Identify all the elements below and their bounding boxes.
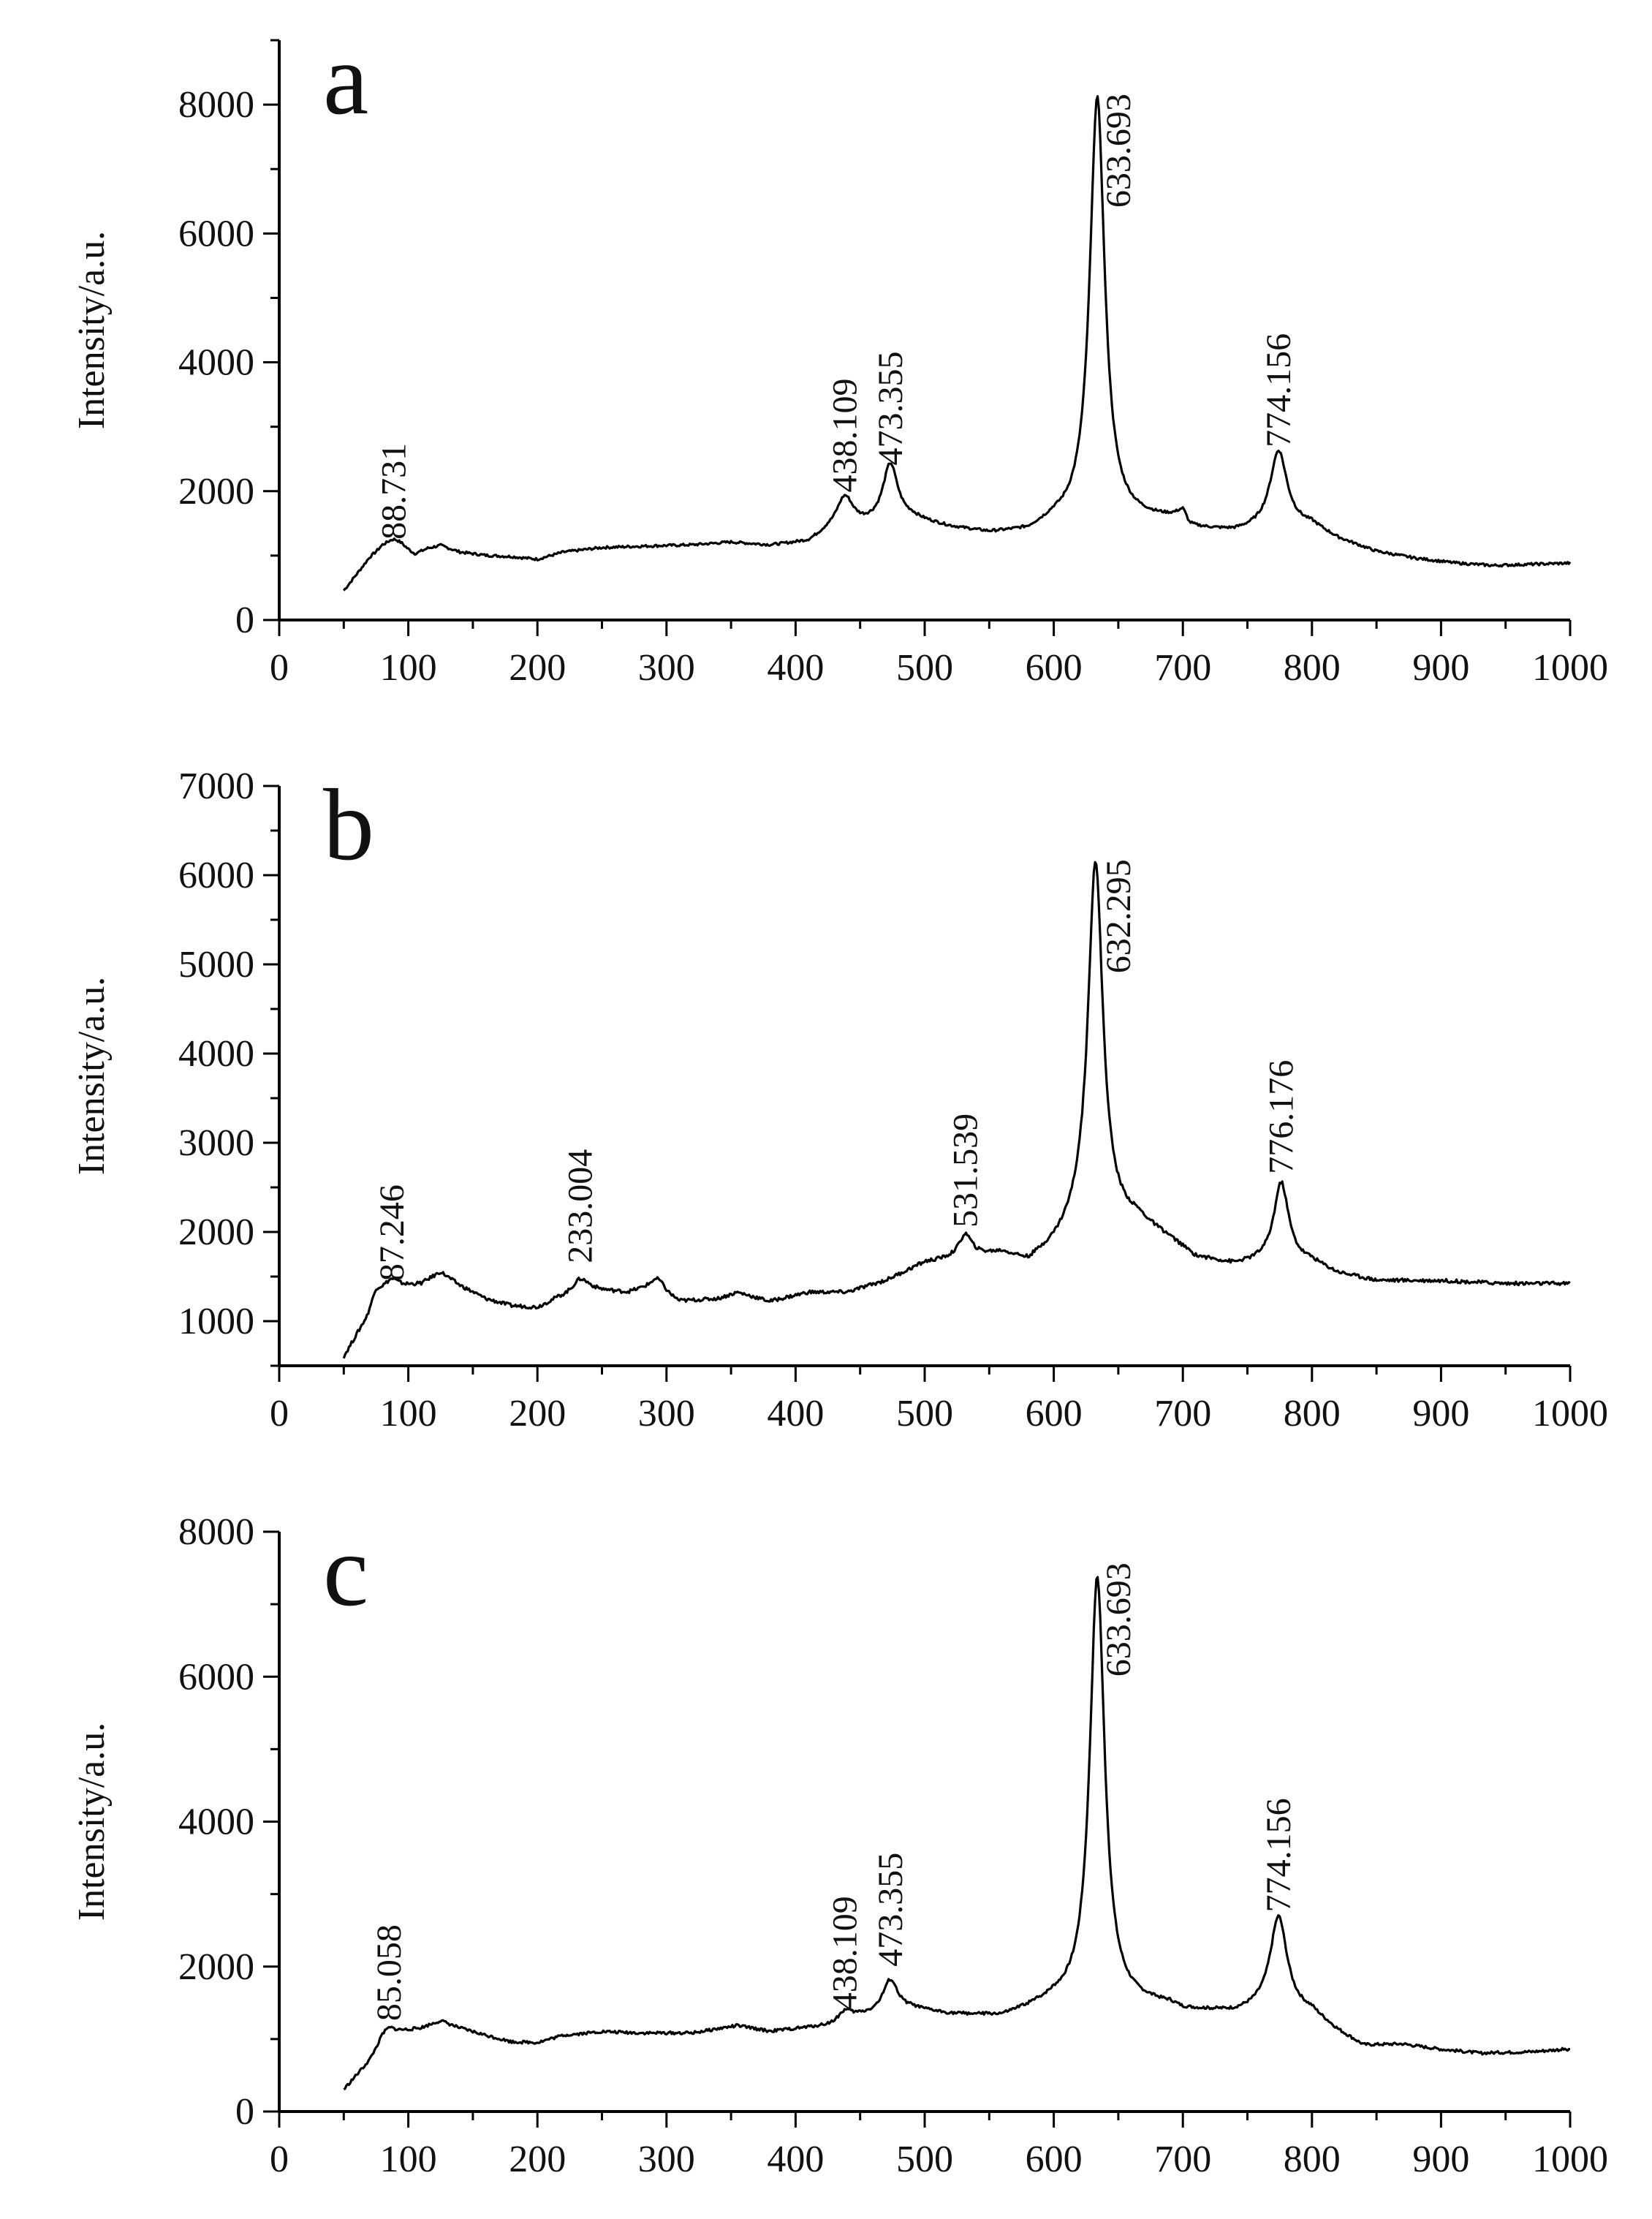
x-tick-label: 0 — [270, 2139, 289, 2180]
x-tick-label: 200 — [509, 2139, 566, 2180]
x-tick-label: 700 — [1154, 2139, 1211, 2180]
peak-label: 633.693 — [1099, 1562, 1138, 1676]
peak-label: 473.355 — [871, 352, 910, 466]
x-tick-label: 800 — [1284, 1393, 1341, 1434]
x-tick-label: 1000 — [1532, 2139, 1608, 2180]
panel-b: 0 100 200 300 400 500 600 700 800 900 1000 1000 2000… — [71, 766, 1608, 1434]
y-tick-label: 8000 — [178, 84, 254, 126]
peak-label: 438.109 — [826, 1896, 865, 2010]
x-tick-label: 100 — [380, 647, 437, 689]
y-tick-label: 7000 — [178, 766, 254, 807]
x-tick-label: 700 — [1154, 647, 1211, 689]
panel-label: b — [323, 768, 374, 882]
y-tick-label: 4000 — [178, 1033, 254, 1075]
peak-label: 531.539 — [947, 1114, 985, 1228]
x-tick-label: 400 — [767, 1393, 824, 1434]
spectrum-line — [343, 1576, 1571, 2091]
x-tick-label: 900 — [1412, 647, 1469, 689]
peak-label: 774.156 — [1259, 333, 1298, 447]
y-axis-label: Intensity/a.u. — [71, 231, 113, 430]
x-tick-label: 900 — [1412, 1393, 1469, 1434]
panel-label: c — [323, 1514, 368, 1628]
y-tick-label: 3000 — [178, 1122, 254, 1164]
y-tick-label: 0 — [235, 600, 254, 641]
x-tick-label: 400 — [767, 2139, 824, 2180]
y-tick-label: 6000 — [178, 1656, 254, 1698]
peak-label: 473.355 — [871, 1853, 910, 1967]
panel-label: a — [323, 23, 368, 136]
y-tick-label: 6000 — [178, 213, 254, 254]
peak-label: 776.176 — [1262, 1060, 1301, 1174]
x-tick-label: 0 — [270, 1393, 289, 1434]
spectrum-line — [343, 95, 1572, 591]
x-tick-label: 900 — [1412, 2139, 1469, 2180]
peak-label: 632.295 — [1099, 859, 1138, 973]
y-tick-label: 1000 — [178, 1301, 254, 1342]
x-tick-label: 100 — [380, 2139, 437, 2180]
x-tick-label: 600 — [1026, 1393, 1083, 1434]
panel-c: 0 100 200 300 400 500 600 700 800 900 1000 0 2000 400… — [71, 1511, 1608, 2180]
y-tick-label: 2000 — [178, 1211, 254, 1253]
x-tick-label: 800 — [1284, 2139, 1341, 2180]
y-tick-label: 6000 — [178, 855, 254, 896]
x-tick-label: 700 — [1154, 1393, 1211, 1434]
x-tick-label: 300 — [638, 1393, 695, 1434]
y-tick-label: 2000 — [178, 1946, 254, 1988]
x-tick-label: 500 — [896, 2139, 953, 2180]
y-tick-label: 2000 — [178, 471, 254, 513]
x-tick-label: 600 — [1026, 647, 1083, 689]
peak-label: 438.109 — [826, 379, 865, 493]
y-tick-label: 4000 — [178, 342, 254, 384]
peak-label: 233.004 — [561, 1149, 599, 1263]
y-axis-label: Intensity/a.u. — [71, 1723, 113, 1921]
peak-label: 85.058 — [370, 1924, 409, 2021]
x-tick-label: 400 — [767, 647, 824, 689]
x-tick-label: 1000 — [1532, 647, 1608, 689]
x-tick-label: 1000 — [1532, 1393, 1608, 1434]
peak-label: 88.731 — [375, 443, 414, 540]
x-tick-label: 500 — [896, 1393, 953, 1434]
y-tick-label: 8000 — [178, 1511, 254, 1553]
x-tick-label: 800 — [1284, 647, 1341, 689]
x-tick-label: 100 — [380, 1393, 437, 1434]
y-tick-label: 5000 — [178, 944, 254, 986]
peak-label: 633.693 — [1099, 94, 1138, 208]
y-tick-label: 4000 — [178, 1802, 254, 1843]
x-tick-label: 300 — [638, 647, 695, 689]
x-tick-label: 200 — [509, 647, 566, 689]
spectrum-line — [342, 861, 1571, 1359]
panel-a: 0 100 200 300 400 500 600 700 800 900 1000 0 2000 400… — [71, 23, 1608, 689]
y-axis-label: Intensity/a.u. — [71, 977, 113, 1176]
peak-label: 774.156 — [1259, 1798, 1298, 1912]
x-tick-label: 200 — [509, 1393, 566, 1434]
y-tick-label: 0 — [235, 2091, 254, 2133]
x-tick-label: 0 — [270, 647, 289, 689]
x-tick-label: 300 — [638, 2139, 695, 2180]
peak-label: 87.246 — [373, 1184, 412, 1281]
x-tick-label: 500 — [896, 647, 953, 689]
x-tick-label: 600 — [1026, 2139, 1083, 2180]
